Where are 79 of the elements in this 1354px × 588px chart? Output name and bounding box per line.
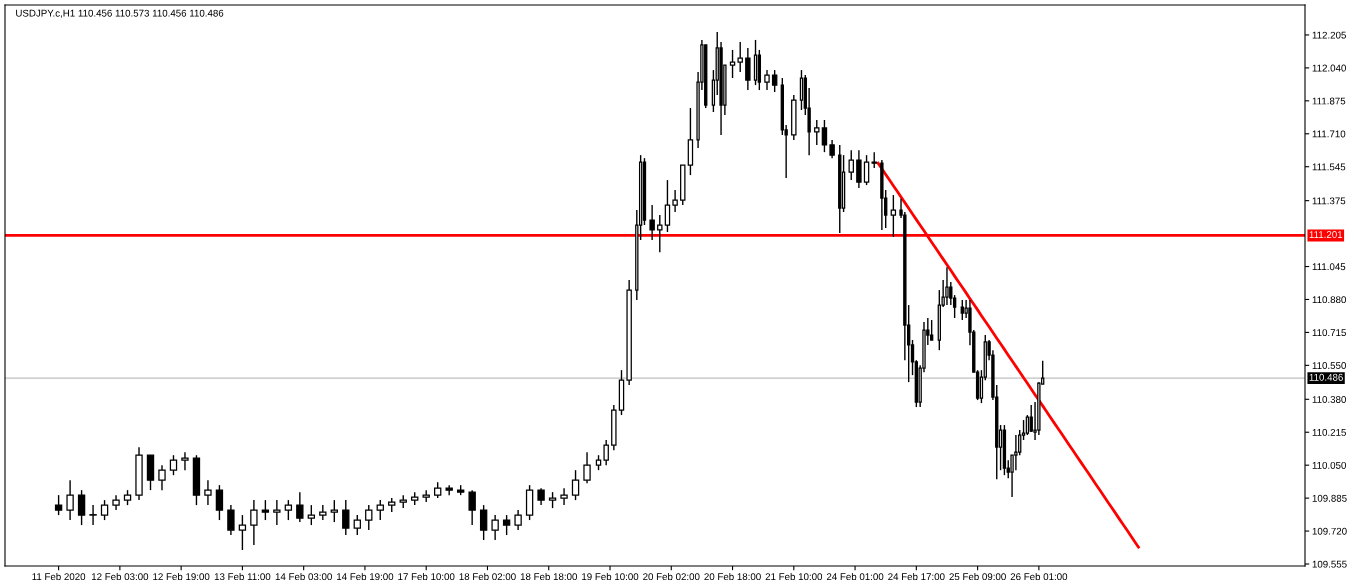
candlestick bbox=[821, 119, 828, 153]
candlestick bbox=[342, 499, 350, 536]
candlestick bbox=[829, 139, 835, 159]
candlestick bbox=[960, 299, 964, 321]
candlestick bbox=[863, 154, 870, 186]
candlestick bbox=[250, 499, 258, 546]
candlestick bbox=[296, 491, 304, 523]
candlestick bbox=[491, 514, 499, 541]
x-tick-label: 18 Feb 18:00 bbox=[520, 572, 578, 581]
x-tick-label: 20 Feb 02:00 bbox=[643, 572, 700, 581]
candlestick bbox=[890, 194, 897, 238]
y-tick-label: 112.040 bbox=[1312, 64, 1346, 72]
x-tick-label: 14 Feb 03:00 bbox=[275, 572, 332, 581]
x-tick-label: 20 Feb 18:00 bbox=[704, 572, 761, 581]
y-tick-label: 110.215 bbox=[1312, 428, 1346, 436]
candlestick bbox=[319, 504, 327, 521]
candlestick bbox=[376, 499, 384, 521]
candlestick bbox=[771, 69, 778, 93]
candlestick bbox=[1014, 434, 1018, 471]
candlestick bbox=[799, 69, 804, 111]
candlestick bbox=[89, 504, 97, 526]
y-tick-label: 109.885 bbox=[1312, 494, 1347, 502]
candlestick bbox=[856, 149, 862, 189]
x-tick-label: 19 Feb 10:00 bbox=[582, 572, 639, 581]
x-tick-label: 12 Feb 03:00 bbox=[91, 572, 149, 581]
y-tick-label: 110.880 bbox=[1312, 296, 1346, 304]
candlestick bbox=[560, 487, 568, 506]
candlestick bbox=[204, 479, 212, 506]
candlestick bbox=[158, 464, 166, 491]
y-tick-label: 110.050 bbox=[1312, 461, 1346, 469]
candlestick bbox=[664, 179, 671, 233]
candlestick bbox=[227, 504, 235, 536]
x-tick-label: 26 Feb 01:00 bbox=[1010, 572, 1068, 581]
x-tick-label: 25 Feb 09:00 bbox=[949, 572, 1006, 581]
x-tick-label: 21 Feb 10:00 bbox=[765, 572, 823, 581]
y-tick-label: 111.045 bbox=[1312, 263, 1346, 271]
candlestick bbox=[583, 451, 591, 484]
y-tick-label: 110.380 bbox=[1312, 396, 1346, 403]
y-tick-label: 110.715 bbox=[1312, 329, 1346, 337]
candlestick bbox=[737, 41, 743, 73]
candlestick bbox=[945, 266, 949, 306]
candlestick bbox=[330, 499, 338, 523]
x-tick-label: 24 Feb 17:00 bbox=[888, 572, 945, 581]
ref-line-label: 111.201 bbox=[1309, 231, 1343, 238]
x-tick-label: 11 Feb 2020 bbox=[32, 572, 86, 581]
candlestick bbox=[848, 149, 854, 181]
chart-title: USDJPY.c,H1 110.456 110.573 110.456 110.486 bbox=[16, 9, 224, 18]
candlestick bbox=[181, 451, 189, 471]
candlestick bbox=[672, 189, 678, 213]
candlestick bbox=[814, 119, 820, 146]
y-tick-label: 111.545 bbox=[1312, 163, 1346, 171]
y-tick-label: 110.550 bbox=[1312, 362, 1346, 369]
x-tick-label: 18 Feb 02:00 bbox=[459, 572, 516, 581]
candlestick bbox=[657, 214, 663, 253]
y-tick-label: 111.875 bbox=[1312, 97, 1346, 105]
candlestick bbox=[649, 204, 655, 241]
candlestick bbox=[764, 69, 770, 91]
candlestick bbox=[365, 504, 373, 531]
y-tick-label: 112.205 bbox=[1312, 31, 1346, 39]
y-tick-label: 111.375 bbox=[1312, 197, 1346, 205]
y-tick-label: 109.555 bbox=[1312, 560, 1347, 568]
x-tick-label: 12 Feb 19:00 bbox=[153, 572, 210, 581]
candlestick bbox=[273, 499, 281, 526]
x-tick-label: 24 Feb 01:00 bbox=[826, 572, 884, 581]
candlestick bbox=[1025, 414, 1030, 436]
candlestick bbox=[729, 49, 736, 79]
candlestick bbox=[353, 514, 361, 536]
ref-line-label: 110.486 bbox=[1309, 373, 1343, 381]
candlestick bbox=[603, 439, 609, 466]
candlestick bbox=[745, 47, 751, 91]
x-tick-label: 14 Feb 19:00 bbox=[337, 572, 394, 581]
y-tick-label: 111.710 bbox=[1312, 130, 1346, 138]
y-tick-label: 109.720 bbox=[1312, 527, 1347, 535]
x-tick-label: 13 Feb 11:00 bbox=[214, 572, 271, 581]
candlestick bbox=[514, 509, 522, 531]
candlestick bbox=[929, 319, 934, 341]
x-tick-label: 17 Feb 10:00 bbox=[398, 572, 455, 581]
candlestick bbox=[66, 479, 74, 521]
candlestick bbox=[468, 489, 476, 526]
